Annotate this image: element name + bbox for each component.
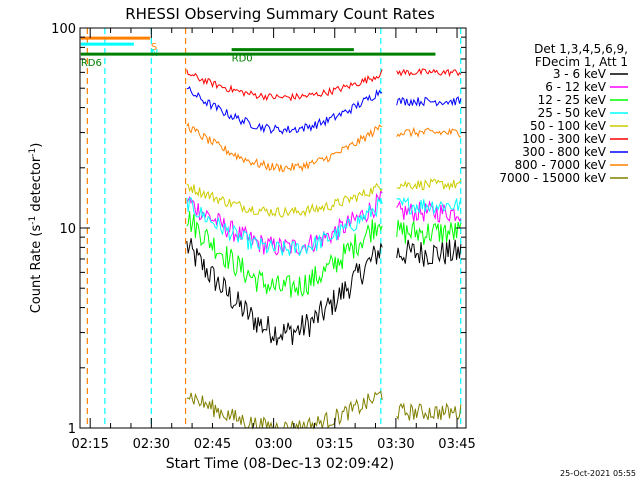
x-tick-label: 03:30 — [377, 437, 414, 452]
legend-entry-label: 800 - 7000 keV — [515, 158, 607, 172]
x-tick-label: 02:30 — [133, 437, 170, 452]
legend-entry-label: 300 - 800 keV — [522, 145, 606, 159]
series-line — [186, 390, 462, 430]
y-tick-label: 1 — [68, 422, 76, 437]
chart-title: RHESSI Observing Summary Count Rates — [125, 5, 435, 23]
legend: Det 1,3,4,5,6,9, FDecim 1, Att 1 3 - 6 k… — [499, 42, 628, 185]
legend-entry-label: 50 - 100 keV — [530, 119, 607, 133]
series-line — [186, 189, 462, 256]
series-line — [186, 122, 461, 173]
x-tick-label: 03:00 — [255, 437, 292, 452]
x-axis: 02:15 02:30 02:45 03:00 03:15 03:30 03:45 — [71, 28, 476, 452]
series-line — [186, 211, 462, 298]
y-axis-label: Count Rate (s-1 detector-1) — [28, 143, 44, 314]
series-line — [186, 196, 462, 256]
y-tick-label: 100 — [51, 22, 76, 37]
x-axis-label: Start Time (08-Dec-13 02:09:42) — [166, 456, 394, 472]
legend-entry-label: 25 - 50 keV — [538, 106, 607, 120]
legend-entry-label: 6 - 12 keV — [545, 80, 607, 94]
series-line — [186, 238, 462, 346]
count-rate-series — [186, 68, 462, 430]
x-tick-label: 03:45 — [438, 437, 475, 452]
x-tick-label: 03:15 — [316, 437, 353, 452]
observing-flags: SNRD6RD0 — [80, 36, 436, 69]
timestamp: 25-Oct-2021 05:55 — [560, 469, 636, 478]
flag-label: RD6 — [81, 58, 102, 69]
legend-header-line-1: Det 1,3,4,5,6,9, — [534, 42, 628, 56]
legend-entry-label: 12 - 25 keV — [538, 93, 607, 107]
legend-entry-label: 100 - 300 keV — [522, 132, 606, 146]
legend-header-line-2: FDecim 1, Att 1 — [535, 55, 628, 69]
plot-frame — [79, 27, 467, 429]
series-line — [186, 68, 462, 102]
legend-entry-label: 7000 - 15000 keV — [499, 171, 606, 185]
x-tick-label: 02:15 — [71, 437, 108, 452]
flag-label: S — [151, 42, 157, 53]
legend-entry-label: 3 - 6 keV — [553, 67, 607, 81]
y-axis: 1 10 100 — [51, 22, 466, 437]
series-line — [186, 177, 462, 218]
flag-label: RD0 — [232, 54, 253, 65]
series-line — [186, 86, 462, 135]
y-tick-label: 10 — [59, 222, 76, 237]
x-tick-label: 02:45 — [194, 437, 231, 452]
observing-interval-markers — [86, 28, 462, 428]
